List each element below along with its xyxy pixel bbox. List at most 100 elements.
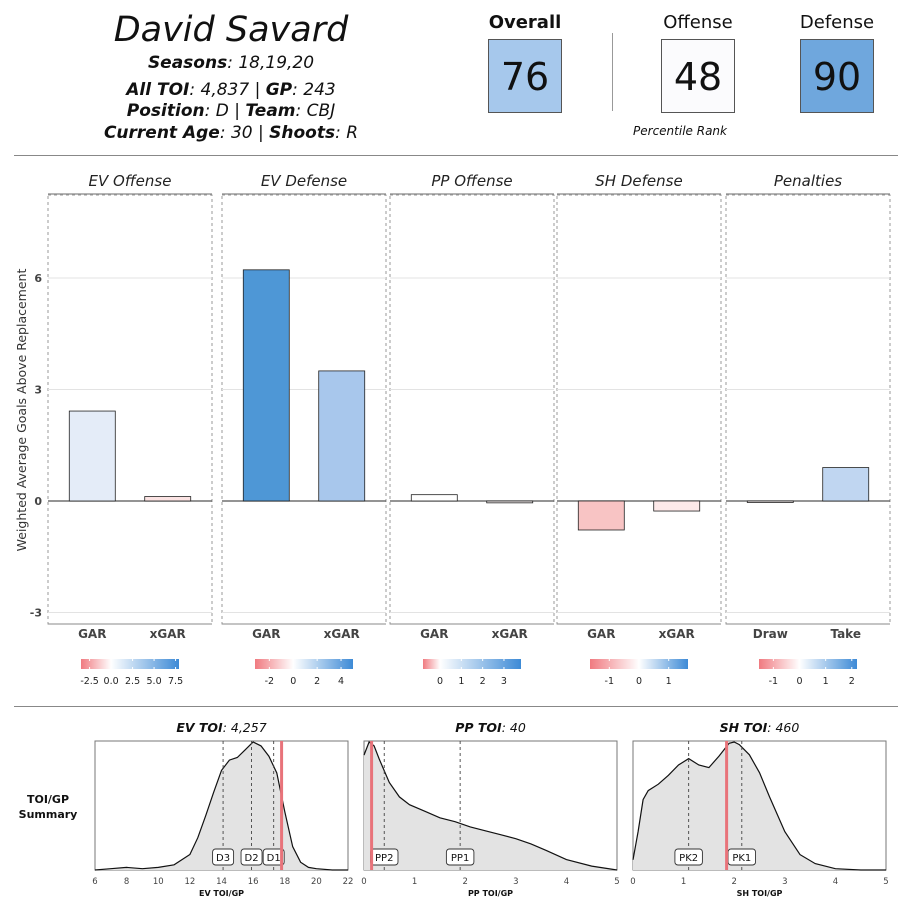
color-legend-bar	[759, 659, 857, 669]
toi-label: All TOI	[126, 80, 190, 100]
panel-title: EV Offense	[89, 172, 172, 190]
x-tick-label: xGAR	[492, 627, 528, 641]
x-tick-label: 6	[92, 877, 97, 887]
x-tick-label: GAR	[252, 627, 280, 641]
bar	[653, 500, 701, 512]
x-tick-label: 18	[279, 877, 290, 887]
legend-tick-label: 0	[290, 676, 296, 687]
x-tick-label: xGAR	[324, 627, 360, 641]
x-tick-label: GAR	[78, 627, 106, 641]
legend-tick-label: 2.5	[125, 676, 140, 687]
y-tick-label: 6	[34, 272, 42, 285]
quantile-label: PK1	[732, 853, 751, 864]
x-tick-label: 20	[311, 877, 322, 887]
legend-tick-label: 2	[480, 676, 486, 687]
legend-tick-label: 1	[666, 676, 672, 687]
shoots-value: R	[346, 123, 359, 143]
x-tick-label: 8	[124, 877, 129, 887]
seasons-value: 18,19,20	[238, 53, 315, 73]
color-legend-bar	[255, 659, 353, 669]
panel-title: Penalties	[774, 172, 842, 190]
x-axis-label: SH TOI/GP	[737, 889, 783, 898]
legend-tick-label: -1	[605, 676, 614, 687]
legend-tick-label: 1	[823, 676, 829, 687]
legend-tick-label: 1	[458, 676, 464, 687]
x-tick-label: 12	[184, 877, 195, 887]
toi-panel-title: PP TOI: 40	[455, 720, 526, 735]
legend-tick-label: 0.0	[104, 676, 119, 687]
seasons-line: Seasons: 18,19,20	[147, 53, 315, 73]
legend-tick-label: 2	[849, 676, 855, 687]
shoots-label: Shoots	[269, 123, 336, 143]
color-legend-bar	[590, 659, 688, 669]
overall-score: 76	[488, 39, 562, 113]
legend-tick-label: -2	[265, 676, 274, 687]
toi-panel-title: EV TOI: 4,257	[176, 720, 266, 735]
legend-tick-label: 7.5	[168, 676, 183, 687]
density-area	[364, 742, 617, 870]
position-line: Position: D | Team: CBJ	[126, 101, 336, 121]
density-line	[363, 741, 618, 871]
offense-score: 48	[661, 39, 735, 113]
density-line	[94, 741, 348, 871]
x-tick-label: 0	[361, 877, 366, 887]
bar	[410, 494, 458, 502]
x-tick-label: 2	[731, 877, 736, 887]
defense-label: Defense	[799, 12, 875, 33]
quantile-label-box	[262, 848, 285, 866]
legend-tick-label: 3	[501, 676, 507, 687]
panel-border	[725, 194, 891, 625]
x-tick-label: 5	[883, 877, 888, 887]
seasons-label: Seasons	[147, 53, 228, 73]
quantile-label: PP1	[451, 853, 469, 864]
quantile-label-box	[674, 848, 703, 866]
x-tick-label: 3	[782, 877, 787, 887]
age-line: Current Age: 30 | Shoots: R	[103, 123, 359, 143]
toi-line: All TOI: 4,837 | GP: 243	[126, 80, 336, 100]
density-line	[632, 741, 886, 871]
offense-label: Offense	[663, 12, 733, 33]
bar	[144, 496, 192, 502]
panel-border	[556, 194, 722, 625]
legend-tick-label: 5.0	[147, 676, 162, 687]
x-tick-label: 22	[343, 877, 354, 887]
legend-tick-label: 0	[636, 676, 642, 687]
summary-label-line2: Summary	[19, 808, 78, 821]
position-value: D	[215, 101, 229, 121]
x-axis-label: PP TOI/GP	[468, 889, 513, 898]
x-tick-label: GAR	[420, 627, 448, 641]
x-tick-label: xGAR	[150, 627, 186, 641]
defense-score: 90	[800, 39, 874, 113]
x-tick-label: GAR	[587, 627, 615, 641]
y-tick-label: 3	[34, 384, 42, 397]
age-value: 30	[230, 123, 253, 143]
bar	[746, 500, 794, 503]
toi-panel-title: SH TOI: 460	[720, 720, 800, 735]
x-axis-label: EV TOI/GP	[199, 889, 244, 898]
quantile-label: PK2	[679, 853, 698, 864]
y-tick-label: 0	[34, 495, 42, 508]
quantile-label-box	[212, 848, 235, 866]
x-tick-label: 4	[564, 877, 569, 887]
bar	[577, 500, 625, 531]
x-tick-label: 0	[630, 877, 635, 887]
legend-tick-label: 4	[338, 676, 344, 687]
legend-tick-label: -1	[769, 676, 778, 687]
gar-bar-chart: Weighted Average Goals Above Replacement…	[14, 172, 891, 687]
age-label: Current Age	[103, 123, 220, 143]
chart-divider	[14, 706, 898, 707]
x-tick-label: 4	[833, 877, 838, 887]
x-tick-label: 10	[153, 877, 164, 887]
color-legend-bar	[81, 659, 179, 669]
x-tick-label: Draw	[753, 627, 788, 641]
x-tick-label: xGAR	[659, 627, 695, 641]
x-tick-label: Take	[830, 627, 861, 641]
toi-title-value: : 4,257	[223, 720, 267, 735]
quantile-label-box	[445, 848, 475, 866]
x-tick-label: 14	[216, 877, 227, 887]
toi-value: 4,837	[200, 80, 250, 100]
legend-tick-label: -2.5	[80, 676, 99, 687]
quantile-label: PP2	[375, 853, 393, 864]
team-value: CBJ	[306, 101, 336, 121]
